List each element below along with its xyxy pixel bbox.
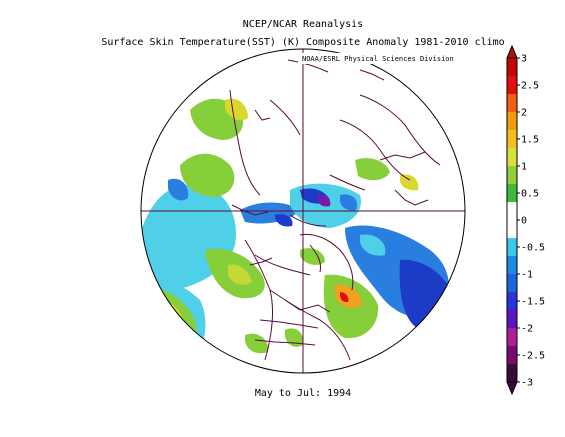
colorbar: 3 2.5 2 1.5 1 0.5 0 -0.5 -1 -1.5 -2 -2.5 -3 [506, 44, 545, 396]
colorbar-label: 0.5 [521, 189, 539, 200]
coastlines [229, 59, 441, 361]
colorbar-swatch [507, 184, 517, 202]
polar-map [141, 49, 465, 373]
title-line-1: NCEP/NCAR Reanalysis [243, 19, 363, 30]
colorbar-swatch [507, 292, 517, 310]
colorbar-label: 2.5 [521, 81, 539, 92]
meridian-lines [141, 49, 465, 373]
colorbar-label: 3 [521, 54, 527, 65]
colorbar-swatch [507, 202, 517, 220]
colorbar-swatch [507, 94, 517, 112]
colorbar-swatch [507, 166, 517, 184]
colorbar-swatch [507, 112, 517, 130]
colorbar-swatch [507, 274, 517, 292]
colorbar-label: -1.5 [521, 297, 545, 308]
colorbar-swatch [507, 364, 517, 382]
colorbar-label: 2 [521, 108, 527, 119]
colorbar-swatch [507, 76, 517, 94]
colorbar-label: -2 [521, 324, 533, 335]
colorbar-label: -3 [521, 378, 533, 389]
colorbar-label: 1 [521, 162, 527, 173]
period-label: May to Jul: 1994 [255, 388, 351, 399]
map-boundary [140, 48, 466, 374]
colorbar-swatch [507, 328, 517, 346]
colorbar-swatch [507, 220, 517, 238]
colorbar-swatch [507, 238, 517, 256]
colorbar-label: -0.5 [521, 243, 545, 254]
colorbar-swatch [507, 346, 517, 364]
colorbar-label: -2.5 [521, 351, 545, 362]
colorbar-swatch [507, 58, 517, 76]
colorbar-min-arrow [506, 381, 518, 396]
credit-box [298, 53, 478, 64]
colorbar-swatch [507, 130, 517, 148]
colorbar-max-arrow [506, 44, 518, 59]
credit-text: NOAA/ESRL Physical Sciences Division [302, 55, 454, 63]
colorbar-swatch [507, 256, 517, 274]
colorbar-label: -1 [521, 270, 533, 281]
colorbar-swatch [507, 148, 517, 166]
colorbar-label: 1.5 [521, 135, 539, 146]
title-line-2: Surface Skin Temperature(SST) (K) Compos… [101, 37, 504, 48]
colorbar-label: 0 [521, 216, 527, 227]
colorbar-swatch [507, 310, 517, 328]
